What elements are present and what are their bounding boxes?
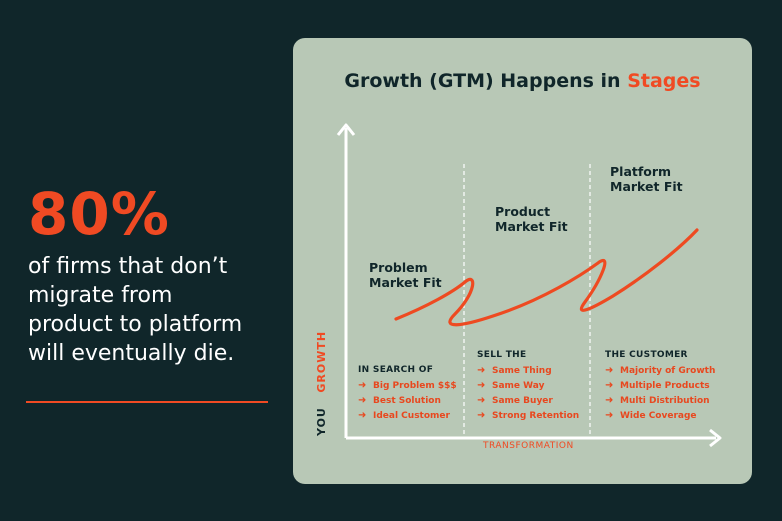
stat-value: 80% (28, 180, 170, 248)
arrow-right-icon: ➜ (477, 395, 486, 406)
list-item-label: Same Way (492, 380, 545, 391)
list-item-label: Wide Coverage (620, 410, 697, 421)
y-axis-label-growth: GROWTH (315, 330, 328, 393)
x-axis-label: TRANSFORMATION (483, 441, 574, 451)
arrow-right-icon: ➜ (605, 365, 614, 376)
growth-diagram (336, 123, 722, 448)
list-item-label: Multi Distribution (620, 395, 710, 406)
list-item: ➜ Big Problem $$$ (358, 378, 457, 393)
arrow-right-icon: ➜ (477, 410, 486, 421)
list-item-label: Majority of Growth (620, 365, 716, 376)
card-title-main: Growth (GTM) Happens in (344, 70, 621, 92)
column-the-customer: THE CUSTOMER ➜ Majority of Growth ➜ Multip… (605, 350, 715, 423)
list-item: ➜ Wide Coverage (605, 408, 715, 423)
y-axis-label: YOU GROWTH (315, 331, 328, 436)
stage-label-platform: Platform Market Fit (610, 164, 683, 194)
y-axis-label-you: YOU (315, 407, 328, 436)
divider (26, 401, 268, 403)
stage-label-line: Market Fit (495, 219, 568, 234)
x-axis-arrowhead (709, 428, 722, 448)
arrow-right-icon: ➜ (477, 365, 486, 376)
stat-line: of firms that don’t (28, 254, 228, 279)
stage-label-problem: Problem Market Fit (369, 260, 442, 290)
list-item-label: Best Solution (373, 395, 441, 406)
list-item: ➜ Same Way (477, 378, 579, 393)
list-item-label: Big Problem $$$ (373, 380, 457, 391)
stage-label-line: Platform (610, 164, 672, 179)
list-item: ➜ Best Solution (358, 393, 457, 408)
list-item-label: Strong Retention (492, 410, 580, 421)
list-item: ➜ Strong Retention (477, 408, 579, 423)
column-heading: SELL THE (477, 350, 527, 360)
arrow-right-icon: ➜ (358, 395, 367, 406)
growth-curve (394, 228, 699, 327)
stage-label-line: Market Fit (610, 179, 683, 194)
column-sell-the: SELL THE ➜ Same Thing ➜ Same Way ➜ Same Buy… (477, 350, 579, 423)
list-item-label: Ideal Customer (373, 410, 450, 421)
stat-line: product to platform (28, 312, 243, 337)
stat-line: migrate from (28, 283, 173, 308)
list-item-label: Multiple Products (620, 380, 710, 391)
list-item: ➜ Ideal Customer (358, 408, 457, 423)
stage-label-line: Problem (369, 260, 428, 275)
card-title: Growth (GTM) Happens in Stages (293, 70, 752, 92)
column-in-search-of: IN SEARCH OF ➜ Big Problem $$$ ➜ Best Solu… (358, 365, 457, 423)
stage-label-line: Product (495, 204, 551, 219)
list-item: ➜ Multi Distribution (605, 393, 715, 408)
arrow-right-icon: ➜ (605, 410, 614, 421)
arrow-right-icon: ➜ (358, 410, 367, 421)
list-item: ➜ Same Buyer (477, 393, 579, 408)
growth-stages-card: Growth (GTM) Happens in Stages Problem M… (293, 38, 752, 484)
stat-description: of firms that don’t migrate from product… (28, 252, 288, 368)
list-item-label: Same Thing (492, 365, 552, 376)
stage-label-line: Market Fit (369, 275, 442, 290)
arrow-right-icon: ➜ (477, 380, 486, 391)
list-item: ➜ Majority of Growth (605, 363, 715, 378)
y-axis-arrowhead (336, 123, 356, 136)
stat-line: will eventually die. (28, 341, 235, 366)
card-title-highlight: Stages (627, 70, 701, 92)
list-item: ➜ Multiple Products (605, 378, 715, 393)
column-heading: THE CUSTOMER (605, 350, 688, 360)
arrow-right-icon: ➜ (605, 395, 614, 406)
column-heading: IN SEARCH OF (358, 365, 434, 375)
list-item-label: Same Buyer (492, 395, 553, 406)
arrow-right-icon: ➜ (605, 380, 614, 391)
list-item: ➜ Same Thing (477, 363, 579, 378)
arrow-right-icon: ➜ (358, 380, 367, 391)
stage-label-product: Product Market Fit (495, 204, 568, 234)
